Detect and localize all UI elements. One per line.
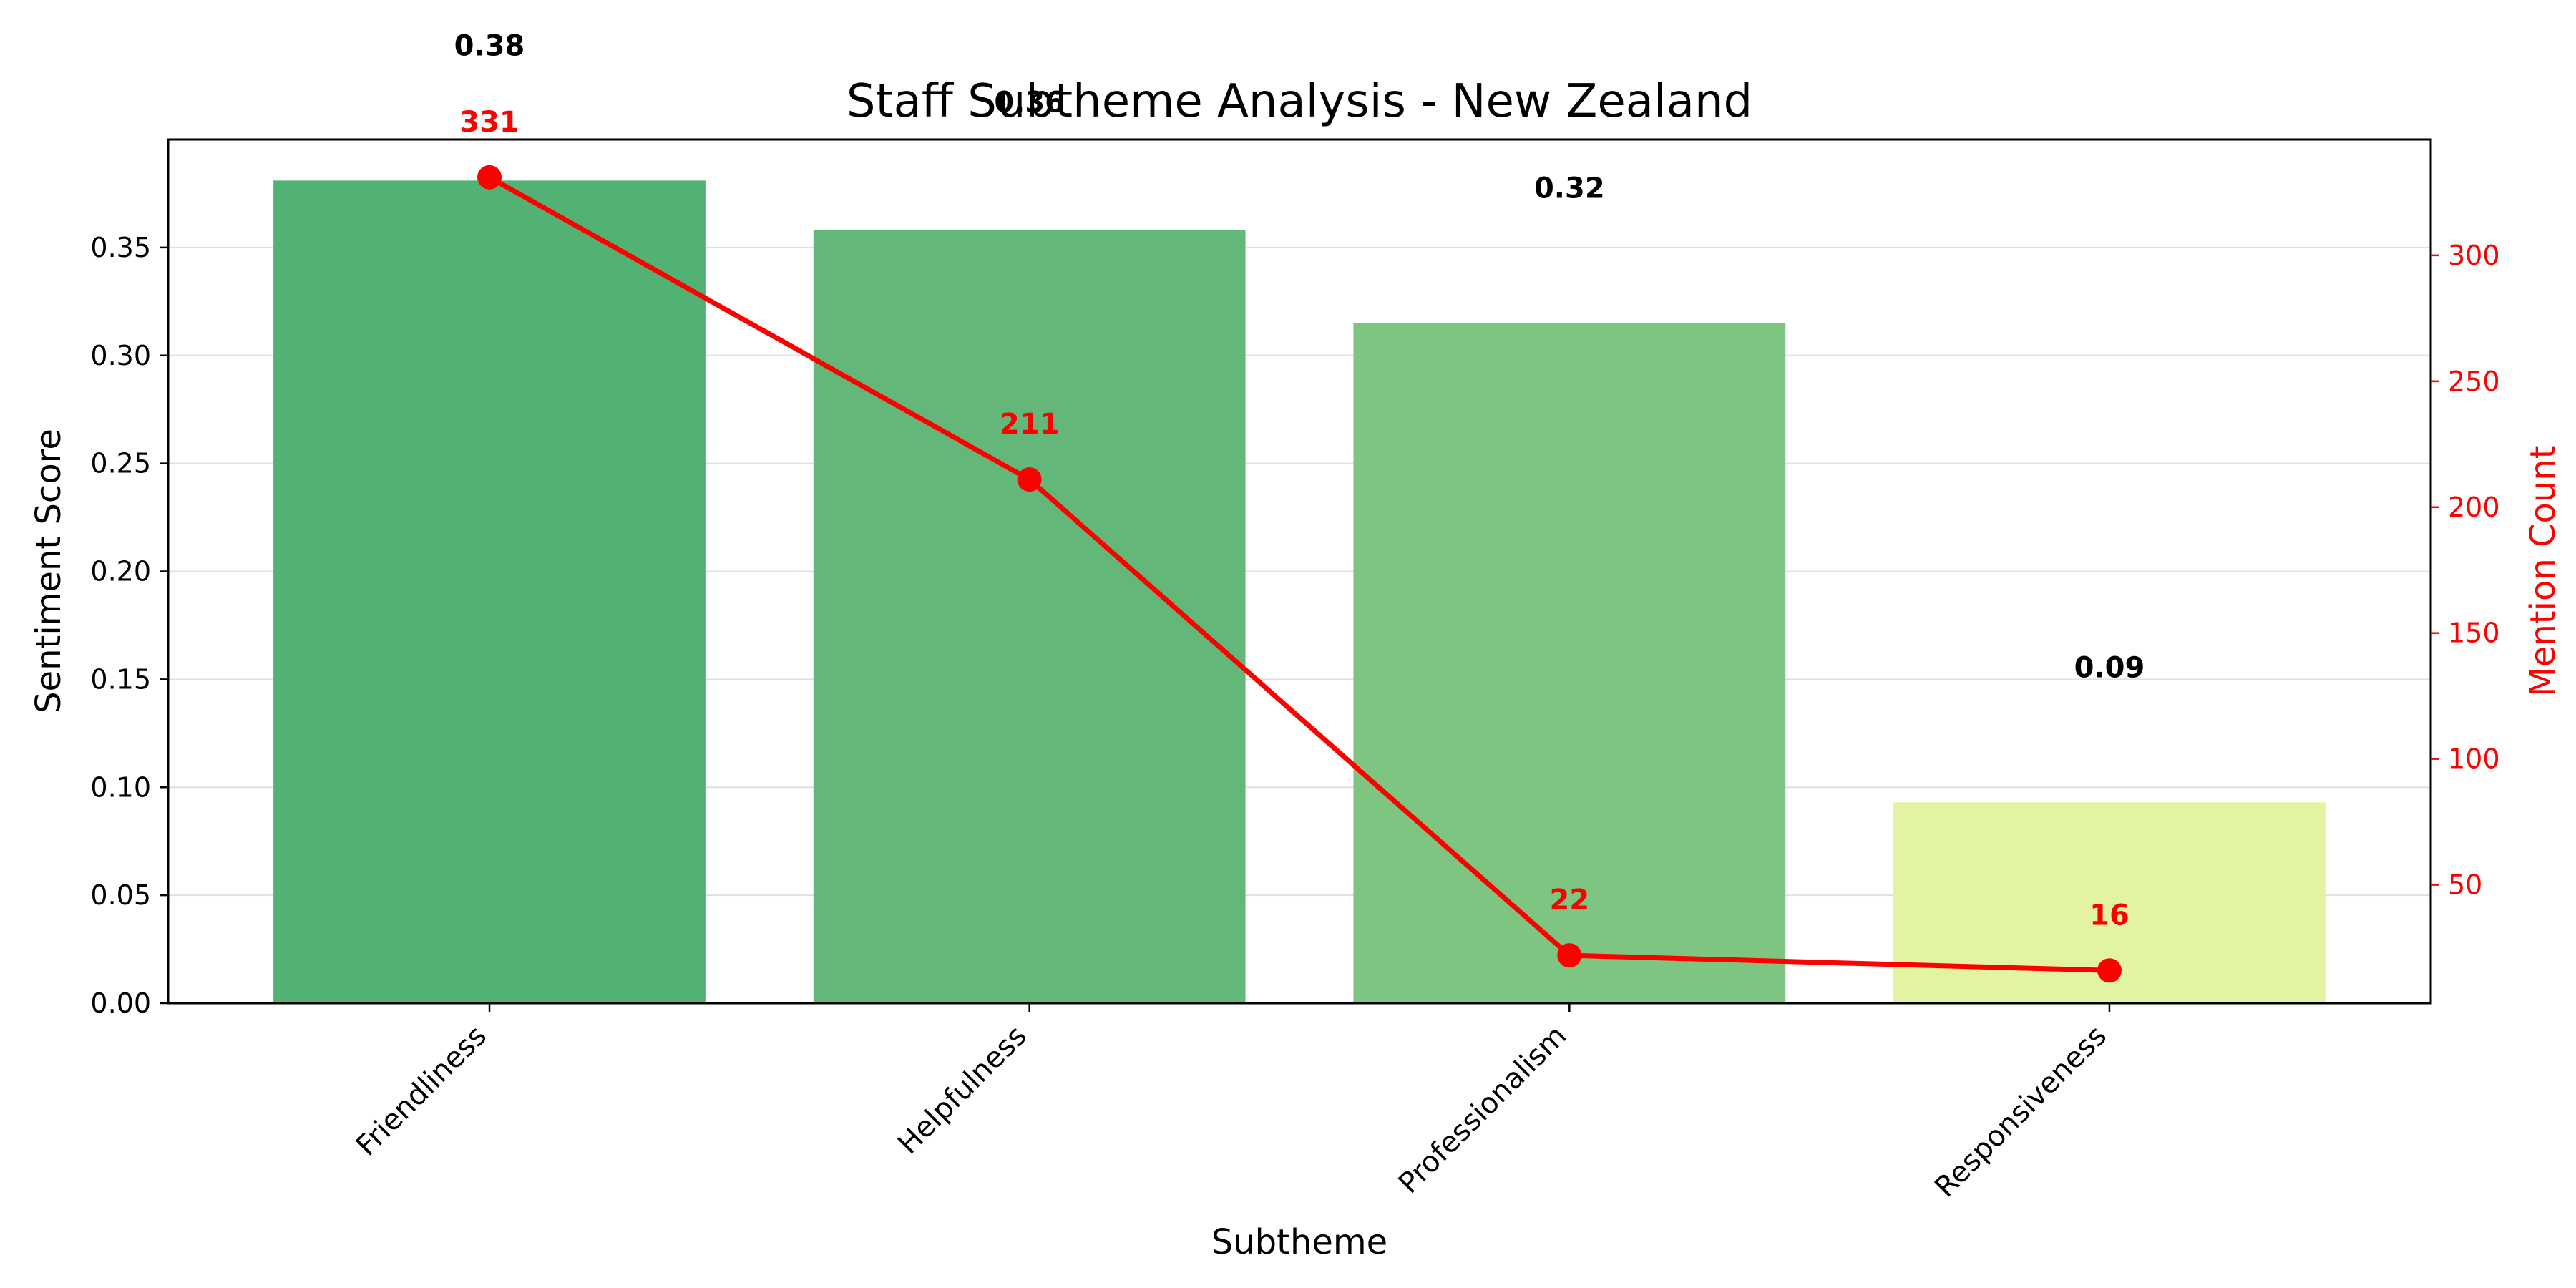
x-tick-label: Helpfulness <box>892 1020 1033 1161</box>
y-tick-label: 0.35 <box>90 232 151 263</box>
bar-helpfulness <box>813 230 1246 1003</box>
y2-tick-label: 50 <box>2448 869 2482 901</box>
y2-axis-label: Mention Count <box>2523 445 2563 696</box>
mention-count-polyline <box>488 175 2110 973</box>
bar-professionalism <box>1353 323 1786 1003</box>
bars <box>273 180 2326 1003</box>
y2-tick-label: 250 <box>2448 366 2500 397</box>
y-tick-label: 0.30 <box>90 340 151 371</box>
y-tick-label: 0.00 <box>90 987 151 1019</box>
y2-tick-label: 300 <box>2448 240 2500 271</box>
y2-tick-label: 100 <box>2448 743 2500 775</box>
y-tick-label: 0.25 <box>90 448 151 479</box>
data-labels: 0.38 0.36 0.32 0.09 331 211 22 16 <box>454 29 2145 932</box>
mention-count-point <box>2097 958 2122 983</box>
y-tick-label: 0.10 <box>90 771 151 803</box>
y-tick-label: 0.05 <box>90 879 151 911</box>
bar-value-label: 0.09 <box>2074 651 2145 684</box>
bar-value-label: 0.38 <box>454 29 525 62</box>
mention-count-label: 331 <box>459 106 519 139</box>
mention-count-point <box>477 165 502 190</box>
y2-tick-label: 200 <box>2448 492 2500 523</box>
y-tick-label: 0.20 <box>90 556 151 587</box>
x-tick-label: Responsiveness <box>1928 1020 2113 1204</box>
x-axis-label: Subtheme <box>1211 1222 1387 1262</box>
mention-count-label: 211 <box>1000 408 1060 441</box>
y-tick-label: 0.15 <box>90 663 151 695</box>
mention-count-point <box>1557 943 1582 968</box>
x-tick-label: Professionalism <box>1392 1020 1574 1201</box>
mention-count-line <box>477 165 2122 983</box>
x-tick-label: Friendliness <box>350 1020 493 1163</box>
mention-count-label: 22 <box>1549 884 1589 917</box>
bar-friendliness <box>273 180 706 1003</box>
bar-value-label: 0.32 <box>1534 172 1605 205</box>
y-axis-label: Sentiment Score <box>29 429 69 713</box>
bar-value-label: 0.36 <box>994 87 1065 119</box>
mention-count-point <box>1017 467 1042 492</box>
y2-tick-label: 150 <box>2448 618 2500 649</box>
mention-count-label: 16 <box>2089 899 2129 932</box>
chart-title: Staff Subtheme Analysis - New Zealand <box>847 75 1752 128</box>
